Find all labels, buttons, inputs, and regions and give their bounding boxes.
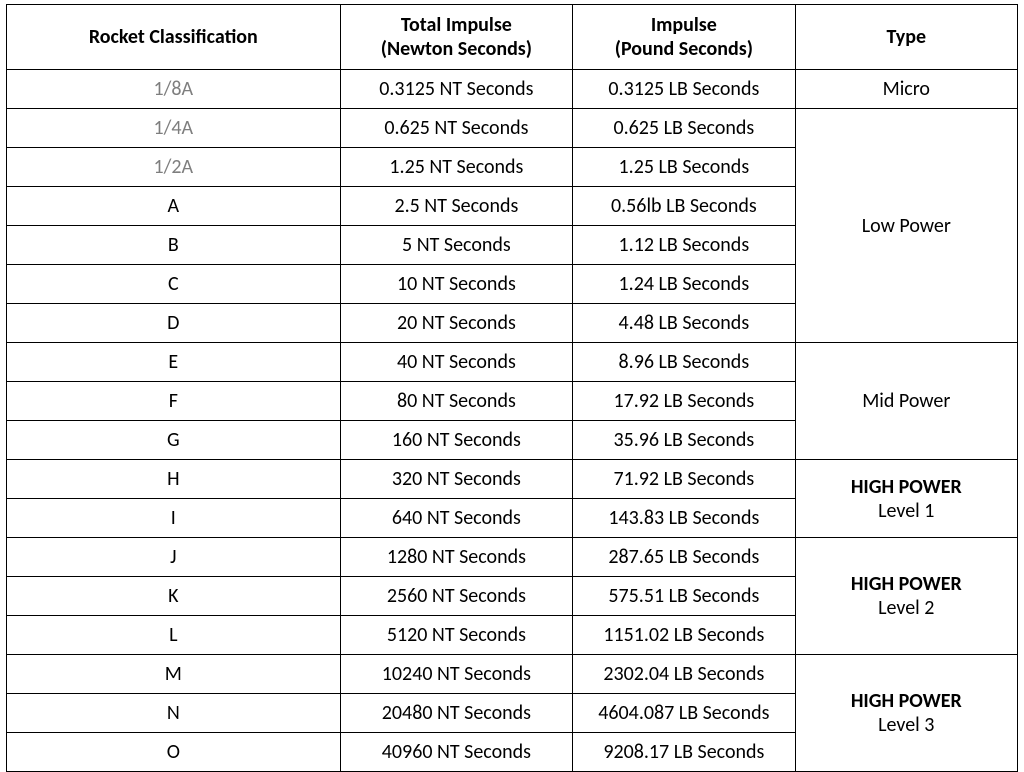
- type-label-main: Micro: [883, 77, 930, 101]
- cell-impulse-lb: 1.24 LB Seconds: [573, 265, 795, 304]
- cell-impulse-lb: 4.48 LB Seconds: [573, 304, 795, 343]
- col-nt-line2: (Newton Seconds): [381, 37, 532, 61]
- type-label-main: HIGH POWER: [851, 475, 962, 499]
- cell-classification: F: [7, 382, 341, 421]
- cell-total-impulse-nt: 10 NT Seconds: [340, 265, 573, 304]
- cell-impulse-lb: 1151.02 LB Seconds: [573, 616, 795, 655]
- cell-total-impulse-nt: 320 NT Seconds: [340, 460, 573, 499]
- cell-type: HIGH POWERLevel 1: [795, 460, 1017, 538]
- col-total-impulse-nt: Total Impulse (Newton Seconds): [340, 5, 573, 70]
- cell-classification: 1/4A: [7, 109, 341, 148]
- cell-classification: E: [7, 343, 341, 382]
- col-lb-line1: Impulse: [651, 13, 717, 37]
- table-row: 1/4A0.625 NT Seconds0.625 LB SecondsLow …: [7, 109, 1018, 148]
- cell-impulse-lb: 17.92 LB Seconds: [573, 382, 795, 421]
- cell-total-impulse-nt: 5120 NT Seconds: [340, 616, 573, 655]
- cell-classification: G: [7, 421, 341, 460]
- cell-classification: L: [7, 616, 341, 655]
- cell-type: Mid Power: [795, 343, 1017, 460]
- type-label-main: HIGH POWER: [851, 689, 962, 713]
- col-classification: Rocket Classification: [7, 5, 341, 70]
- cell-impulse-lb: 0.56lb LB Seconds: [573, 187, 795, 226]
- cell-total-impulse-nt: 40960 NT Seconds: [340, 733, 573, 772]
- cell-total-impulse-nt: 20480 NT Seconds: [340, 694, 573, 733]
- cell-total-impulse-nt: 1280 NT Seconds: [340, 538, 573, 577]
- cell-total-impulse-nt: 5 NT Seconds: [340, 226, 573, 265]
- cell-total-impulse-nt: 0.625 NT Seconds: [340, 109, 573, 148]
- cell-classification: C: [7, 265, 341, 304]
- cell-impulse-lb: 287.65 LB Seconds: [573, 538, 795, 577]
- cell-impulse-lb: 71.92 LB Seconds: [573, 460, 795, 499]
- type-label-sub: Level 3: [878, 713, 934, 737]
- cell-classification: 1/2A: [7, 148, 341, 187]
- cell-impulse-lb: 575.51 LB Seconds: [573, 577, 795, 616]
- cell-classification: N: [7, 694, 341, 733]
- cell-classification: A: [7, 187, 341, 226]
- cell-impulse-lb: 8.96 LB Seconds: [573, 343, 795, 382]
- cell-type: Micro: [795, 70, 1017, 109]
- cell-classification: I: [7, 499, 341, 538]
- cell-classification: D: [7, 304, 341, 343]
- type-label-sub: Level 1: [878, 499, 934, 523]
- table-row: 1/8A0.3125 NT Seconds0.3125 LB Seconds Mi…: [7, 70, 1018, 109]
- col-type: Type: [795, 5, 1017, 70]
- cell-impulse-lb: 9208.17 LB Seconds: [573, 733, 795, 772]
- cell-impulse-lb: 4604.087 LB Seconds: [573, 694, 795, 733]
- table-row: M10240 NT Seconds2302.04 LB SecondsHIGH …: [7, 655, 1018, 694]
- table-row: E40 NT Seconds8.96 LB SecondsMid Power: [7, 343, 1018, 382]
- cell-impulse-lb: 35.96 LB Seconds: [573, 421, 795, 460]
- type-label-main: Low Power: [862, 214, 951, 238]
- cell-impulse-lb: 2302.04 LB Seconds: [573, 655, 795, 694]
- table-row: J1280 NT Seconds287.65 LB SecondsHIGH PO…: [7, 538, 1018, 577]
- cell-classification: M: [7, 655, 341, 694]
- col-impulse-lb: Impulse (Pound Seconds): [573, 5, 795, 70]
- cell-total-impulse-nt: 2560 NT Seconds: [340, 577, 573, 616]
- cell-impulse-lb: 0.3125 LB Seconds: [573, 70, 795, 109]
- type-label-main: HIGH POWER: [851, 572, 962, 596]
- cell-impulse-lb: 143.83 LB Seconds: [573, 499, 795, 538]
- cell-classification: H: [7, 460, 341, 499]
- cell-total-impulse-nt: 640 NT Seconds: [340, 499, 573, 538]
- cell-impulse-lb: 1.25 LB Seconds: [573, 148, 795, 187]
- type-label-sub: Level 2: [878, 596, 934, 620]
- cell-type: HIGH POWERLevel 3: [795, 655, 1017, 772]
- cell-total-impulse-nt: 160 NT Seconds: [340, 421, 573, 460]
- cell-classification: K: [7, 577, 341, 616]
- cell-total-impulse-nt: 1.25 NT Seconds: [340, 148, 573, 187]
- cell-classification: 1/8A: [7, 70, 341, 109]
- type-label-main: Mid Power: [862, 389, 950, 413]
- cell-total-impulse-nt: 0.3125 NT Seconds: [340, 70, 573, 109]
- cell-classification: O: [7, 733, 341, 772]
- table-header-row: Rocket Classification Total Impulse (New…: [7, 5, 1018, 70]
- cell-total-impulse-nt: 40 NT Seconds: [340, 343, 573, 382]
- cell-classification: J: [7, 538, 341, 577]
- table-body: 1/8A0.3125 NT Seconds0.3125 LB Seconds Mi…: [7, 70, 1018, 772]
- cell-total-impulse-nt: 20 NT Seconds: [340, 304, 573, 343]
- cell-type: Low Power: [795, 109, 1017, 343]
- cell-impulse-lb: 1.12 LB Seconds: [573, 226, 795, 265]
- col-nt-line1: Total Impulse: [401, 13, 512, 37]
- cell-total-impulse-nt: 2.5 NT Seconds: [340, 187, 573, 226]
- cell-impulse-lb: 0.625 LB Seconds: [573, 109, 795, 148]
- cell-classification: B: [7, 226, 341, 265]
- table-row: H320 NT Seconds71.92 LB Seconds HIGH POWE…: [7, 460, 1018, 499]
- cell-total-impulse-nt: 80 NT Seconds: [340, 382, 573, 421]
- col-lb-line2: (Pound Seconds): [615, 37, 753, 61]
- rocket-classification-table: Rocket Classification Total Impulse (New…: [6, 4, 1018, 772]
- cell-total-impulse-nt: 10240 NT Seconds: [340, 655, 573, 694]
- cell-type: HIGH POWERLevel 2: [795, 538, 1017, 655]
